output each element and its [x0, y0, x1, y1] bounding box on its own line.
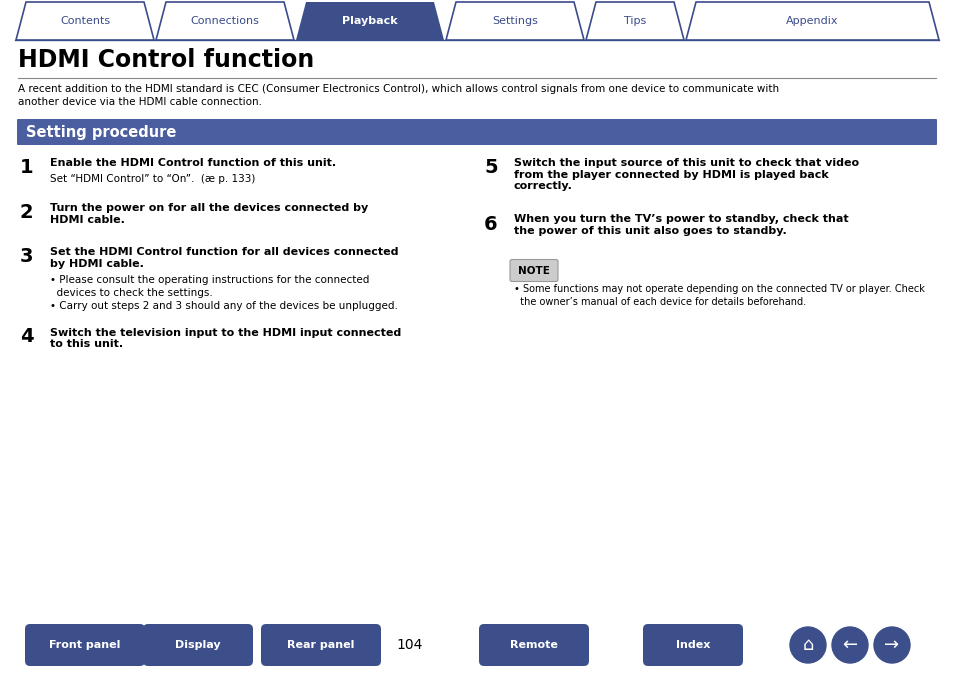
Text: Connections: Connections [191, 16, 259, 26]
Text: ←: ← [841, 636, 857, 654]
Text: Remote: Remote [510, 640, 558, 650]
Polygon shape [685, 2, 938, 40]
Text: 3: 3 [20, 247, 33, 266]
Text: Appendix: Appendix [785, 16, 838, 26]
Circle shape [789, 627, 825, 663]
Text: 6: 6 [483, 215, 497, 234]
Text: Rear panel: Rear panel [287, 640, 355, 650]
Text: →: → [883, 636, 899, 654]
Text: 4: 4 [20, 328, 33, 347]
Text: Index: Index [675, 640, 709, 650]
FancyBboxPatch shape [642, 624, 742, 666]
Text: 2: 2 [20, 203, 33, 222]
Text: HDMI Control function: HDMI Control function [18, 48, 314, 72]
Text: A recent addition to the HDMI standard is CEC (Consumer Electronics Control), wh: A recent addition to the HDMI standard i… [18, 84, 779, 107]
FancyBboxPatch shape [143, 624, 253, 666]
Text: 104: 104 [396, 638, 423, 652]
Text: Display: Display [175, 640, 220, 650]
Text: Set “HDMI Control” to “On”.  (æ p. 133): Set “HDMI Control” to “On”. (æ p. 133) [50, 174, 255, 184]
Text: Setting procedure: Setting procedure [26, 125, 176, 139]
Text: • Please consult the operating instructions for the connected
  devices to check: • Please consult the operating instructi… [50, 275, 397, 311]
FancyBboxPatch shape [25, 624, 145, 666]
Polygon shape [446, 2, 583, 40]
Text: Switch the input source of this unit to check that video
from the player connect: Switch the input source of this unit to … [514, 158, 859, 191]
Text: Tips: Tips [623, 16, 645, 26]
Text: Settings: Settings [492, 16, 537, 26]
Polygon shape [585, 2, 683, 40]
Text: Switch the television input to the HDMI input connected
to this unit.: Switch the television input to the HDMI … [50, 328, 401, 349]
Polygon shape [156, 2, 294, 40]
FancyBboxPatch shape [478, 624, 588, 666]
Text: 5: 5 [483, 158, 497, 177]
Text: Contents: Contents [60, 16, 110, 26]
Text: Set the HDMI Control function for all devices connected
by HDMI cable.: Set the HDMI Control function for all de… [50, 247, 398, 269]
Text: Front panel: Front panel [50, 640, 121, 650]
FancyBboxPatch shape [510, 260, 558, 281]
Polygon shape [16, 2, 153, 40]
Circle shape [831, 627, 867, 663]
Text: ⌂: ⌂ [801, 636, 813, 654]
Text: Turn the power on for all the devices connected by
HDMI cable.: Turn the power on for all the devices co… [50, 203, 368, 225]
Text: Playback: Playback [342, 16, 397, 26]
FancyBboxPatch shape [261, 624, 380, 666]
Text: 1: 1 [20, 158, 33, 177]
Polygon shape [295, 2, 443, 40]
FancyBboxPatch shape [17, 119, 936, 145]
Text: When you turn the TV’s power to standby, check that
the power of this unit also : When you turn the TV’s power to standby,… [514, 215, 848, 236]
Text: NOTE: NOTE [517, 266, 549, 275]
Text: • Some functions may not operate depending on the connected TV or player. Check
: • Some functions may not operate dependi… [514, 283, 923, 307]
Text: Enable the HDMI Control function of this unit.: Enable the HDMI Control function of this… [50, 158, 335, 168]
Circle shape [873, 627, 909, 663]
